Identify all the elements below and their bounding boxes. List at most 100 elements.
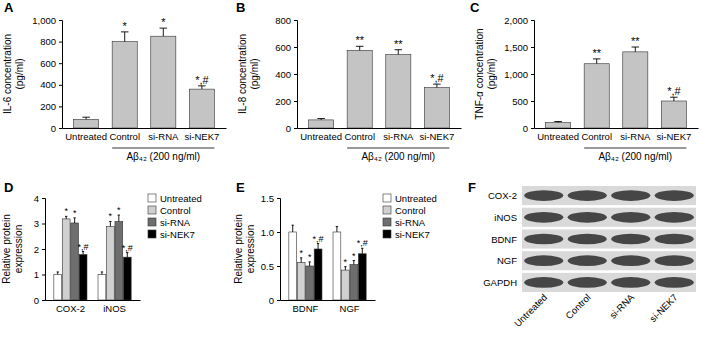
x-tick: si-RNA — [148, 128, 179, 142]
y-tick-label: 200 — [275, 96, 291, 107]
y-tick-label: 800 — [40, 36, 56, 47]
error-bar — [73, 218, 75, 223]
error-bar — [344, 267, 346, 270]
significance-label: ** — [355, 34, 364, 46]
y-tick-mark — [42, 198, 45, 199]
group-bracket — [112, 148, 214, 149]
significance-label: *,# — [357, 238, 368, 248]
y-tick: 1.0 — [261, 227, 280, 238]
error-bar — [433, 84, 441, 87]
bar — [71, 223, 79, 300]
y-tick-label: 0 — [51, 123, 56, 134]
x-axis-line — [63, 128, 227, 129]
error-bar — [356, 46, 364, 50]
y-tick-mark — [531, 101, 534, 102]
lane-label: si-NEK7 — [647, 292, 679, 324]
blot-band — [524, 212, 563, 223]
plot-area — [74, 28, 215, 128]
bar — [424, 88, 449, 129]
y-tick-mark — [59, 106, 62, 107]
error-bar — [292, 225, 294, 232]
annotations: ***,# — [123, 16, 210, 86]
y-tick-label: 800 — [275, 15, 291, 26]
x-tick-label: BDNF — [292, 303, 318, 314]
panel-a: A02004006008001,000UntreatedControlsi-RN… — [2, 0, 227, 162]
x-tick-label: iNOS — [103, 303, 126, 314]
y-tick: 400 — [40, 79, 62, 90]
legend-label: si-NEK7 — [395, 229, 430, 240]
x-axis: UntreatedControlsi-RNAsi-NEK7 — [535, 128, 699, 142]
panel-c: C05001,0001,5002,000UntreatedControlsi-R… — [470, 0, 699, 162]
bar — [151, 36, 176, 128]
bar — [546, 123, 571, 128]
significance-label: * — [73, 208, 77, 218]
legend-label: si-NEK7 — [160, 229, 195, 240]
y-tick: 800 — [275, 15, 297, 26]
x-tick: COX-2 — [56, 300, 85, 314]
x-tick: Control — [344, 128, 375, 142]
x-tick-label: si-RNA — [148, 131, 179, 142]
x-tick-label: Untreated — [300, 131, 342, 142]
bar — [289, 232, 297, 300]
x-axis-line — [46, 300, 141, 301]
group-bracket — [584, 148, 686, 149]
legend-label: Untreated — [395, 193, 437, 204]
y-tick-label: 600 — [40, 58, 56, 69]
error-bar — [361, 248, 363, 253]
x-tick: si-RNA — [620, 128, 651, 142]
bar — [79, 255, 87, 300]
error-bar — [308, 262, 310, 266]
y-tick-mark — [59, 20, 62, 21]
figure: A02004006008001,000UntreatedControlsi-RN… — [0, 0, 702, 343]
x-axis-line — [535, 128, 699, 129]
blot-strip — [522, 186, 696, 205]
y-tick-mark — [59, 63, 62, 64]
panel-letter: E — [236, 180, 245, 195]
x-tick: NGF — [340, 300, 360, 314]
x-tick-label: Untreated — [65, 131, 107, 142]
group-label: Aβ₄₂ (200 ng/ml) — [361, 151, 435, 162]
y-tick-mark — [277, 300, 280, 301]
x-tick: si-NEK7 — [656, 128, 691, 142]
y-axis-line — [42, 199, 46, 301]
x-tick: BDNF — [292, 300, 318, 314]
y-axis-line — [294, 21, 298, 129]
bar — [106, 227, 114, 300]
x-axis: UntreatedControlsi-RNAsi-NEK7 — [63, 128, 227, 142]
blot-band — [524, 190, 563, 201]
bar — [333, 232, 341, 300]
annotations: *****,# — [592, 35, 681, 97]
error-bar — [593, 59, 601, 64]
significance-label: * — [123, 20, 128, 32]
blot-band — [655, 190, 694, 201]
blot-strip — [522, 229, 696, 248]
error-bar — [109, 221, 111, 226]
y-tick-mark — [277, 232, 280, 233]
panel-letter: B — [236, 0, 245, 15]
y-tick: 800 — [40, 36, 62, 47]
y-tick-label: 0 — [269, 295, 274, 306]
y-tick-mark — [531, 47, 534, 48]
bar — [98, 275, 106, 301]
protein-label: COX-2 — [488, 190, 517, 201]
y-tick-mark — [294, 74, 297, 75]
y-tick-label: 500 — [512, 96, 528, 107]
y-tick: 500 — [512, 96, 534, 107]
y-axis-title: expression — [245, 225, 256, 273]
significance-label: * — [64, 206, 68, 216]
legend-swatch — [383, 194, 391, 202]
y-axis: 00.51.01.5 — [261, 193, 281, 306]
y-tick-label: 0 — [286, 123, 291, 134]
panel-letter: C — [470, 0, 480, 15]
y-tick-label: 600 — [275, 42, 291, 53]
error-bar — [336, 227, 338, 232]
legend-swatch — [383, 218, 391, 226]
blot-band — [568, 234, 607, 245]
protein-label: GAPDH — [483, 277, 517, 288]
y-tick-label: 400 — [275, 69, 291, 80]
bar — [347, 50, 372, 128]
error-bar — [160, 28, 168, 36]
bar — [358, 254, 366, 300]
panel-letter: D — [4, 180, 13, 195]
panel-d: D01234COX-2iNOSRelative proteinexpressio… — [1, 180, 202, 314]
